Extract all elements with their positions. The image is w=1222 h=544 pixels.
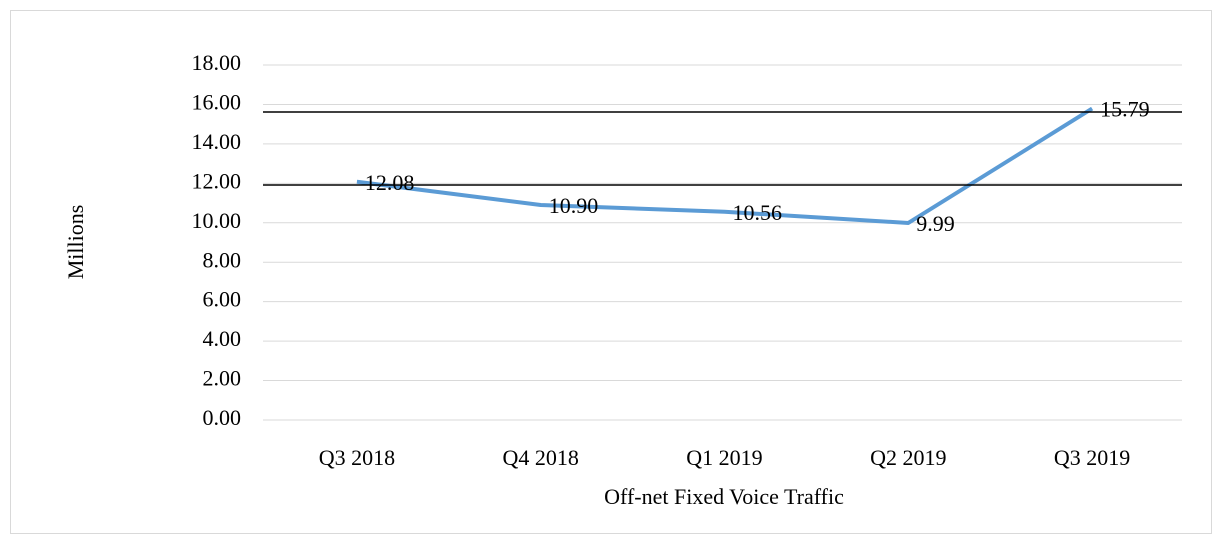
y-tick-label: 4.00 <box>203 326 242 351</box>
data-label: 12.08 <box>365 170 415 195</box>
data-label: 10.56 <box>733 200 783 225</box>
data-label: 15.79 <box>1100 97 1150 122</box>
chart-border <box>10 10 1212 534</box>
x-tick-label: Q2 2019 <box>870 445 946 470</box>
y-tick-label: 2.00 <box>203 366 242 391</box>
data-label: 9.99 <box>916 211 955 236</box>
x-tick-label: Q3 2018 <box>319 445 395 470</box>
x-tick-label: Q1 2019 <box>686 445 762 470</box>
y-tick-label: 16.00 <box>192 89 242 114</box>
y-tick-label: 18.00 <box>192 50 242 75</box>
y-tick-label: 12.00 <box>192 168 242 193</box>
y-tick-label: 8.00 <box>203 247 242 272</box>
y-tick-label: 10.00 <box>192 208 242 233</box>
y-tick-label: 0.00 <box>203 405 242 430</box>
x-axis-label: Off-net Fixed Voice Traffic <box>604 484 844 509</box>
y-tick-label: 14.00 <box>192 129 242 154</box>
y-axis-label: Millions <box>63 205 88 280</box>
data-label: 10.90 <box>549 193 599 218</box>
x-tick-label: Q4 2018 <box>503 445 579 470</box>
y-tick-label: 6.00 <box>203 287 242 312</box>
x-tick-label: Q3 2019 <box>1054 445 1130 470</box>
